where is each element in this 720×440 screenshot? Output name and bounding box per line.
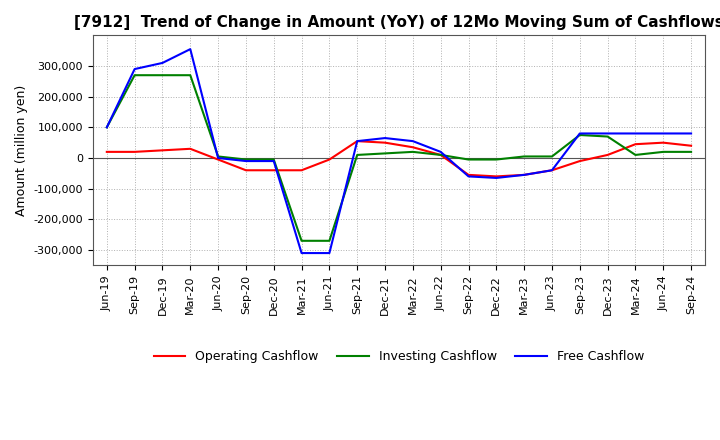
Line: Operating Cashflow: Operating Cashflow [107, 141, 691, 176]
Investing Cashflow [492, 157, 500, 162]
Investing Cashflow [102, 125, 111, 130]
Investing Cashflow [631, 152, 640, 158]
Investing Cashflow [408, 149, 417, 154]
Investing Cashflow [214, 154, 222, 159]
Operating Cashflow [269, 168, 278, 173]
Investing Cashflow [687, 149, 696, 154]
Y-axis label: Amount (million yen): Amount (million yen) [15, 85, 28, 216]
Free Cashflow [186, 47, 194, 52]
Operating Cashflow [464, 172, 473, 177]
Investing Cashflow [603, 134, 612, 139]
Investing Cashflow [520, 154, 528, 159]
Free Cashflow [687, 131, 696, 136]
Legend: Operating Cashflow, Investing Cashflow, Free Cashflow: Operating Cashflow, Investing Cashflow, … [149, 345, 649, 368]
Investing Cashflow [130, 73, 139, 78]
Operating Cashflow [325, 157, 333, 162]
Operating Cashflow [603, 152, 612, 158]
Free Cashflow [130, 66, 139, 72]
Operating Cashflow [214, 157, 222, 162]
Free Cashflow [575, 131, 584, 136]
Operating Cashflow [548, 168, 557, 173]
Operating Cashflow [408, 145, 417, 150]
Operating Cashflow [297, 168, 306, 173]
Operating Cashflow [353, 139, 361, 144]
Investing Cashflow [575, 132, 584, 138]
Operating Cashflow [492, 174, 500, 179]
Free Cashflow [659, 131, 667, 136]
Operating Cashflow [242, 168, 251, 173]
Investing Cashflow [659, 149, 667, 154]
Operating Cashflow [436, 152, 445, 158]
Investing Cashflow [464, 157, 473, 162]
Line: Free Cashflow: Free Cashflow [107, 49, 691, 253]
Free Cashflow [242, 158, 251, 164]
Free Cashflow [436, 149, 445, 154]
Free Cashflow [325, 250, 333, 256]
Investing Cashflow [548, 154, 557, 159]
Investing Cashflow [381, 151, 390, 156]
Operating Cashflow [186, 146, 194, 151]
Free Cashflow [214, 155, 222, 161]
Free Cashflow [353, 139, 361, 144]
Free Cashflow [158, 60, 167, 66]
Free Cashflow [492, 175, 500, 180]
Operating Cashflow [631, 142, 640, 147]
Investing Cashflow [436, 152, 445, 158]
Free Cashflow [548, 168, 557, 173]
Investing Cashflow [186, 73, 194, 78]
Investing Cashflow [269, 157, 278, 162]
Free Cashflow [381, 136, 390, 141]
Investing Cashflow [297, 238, 306, 243]
Operating Cashflow [687, 143, 696, 148]
Investing Cashflow [353, 152, 361, 158]
Operating Cashflow [520, 172, 528, 177]
Free Cashflow [408, 139, 417, 144]
Free Cashflow [297, 250, 306, 256]
Investing Cashflow [325, 238, 333, 243]
Operating Cashflow [659, 140, 667, 145]
Operating Cashflow [102, 149, 111, 154]
Operating Cashflow [381, 140, 390, 145]
Free Cashflow [603, 131, 612, 136]
Free Cashflow [269, 158, 278, 164]
Free Cashflow [520, 172, 528, 177]
Investing Cashflow [242, 157, 251, 162]
Operating Cashflow [575, 158, 584, 164]
Operating Cashflow [130, 149, 139, 154]
Investing Cashflow [158, 73, 167, 78]
Free Cashflow [464, 174, 473, 179]
Title: [7912]  Trend of Change in Amount (YoY) of 12Mo Moving Sum of Cashflows: [7912] Trend of Change in Amount (YoY) o… [74, 15, 720, 30]
Line: Investing Cashflow: Investing Cashflow [107, 75, 691, 241]
Operating Cashflow [158, 148, 167, 153]
Free Cashflow [102, 125, 111, 130]
Free Cashflow [631, 131, 640, 136]
